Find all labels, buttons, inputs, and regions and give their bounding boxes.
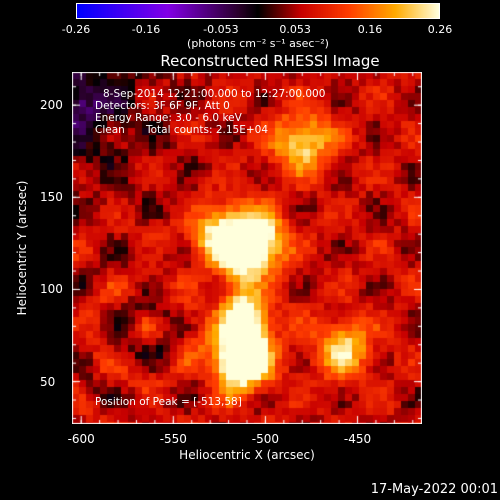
annotation-energy: Energy Range: 3.0 - 6.0 keV xyxy=(95,112,242,124)
colorbar-tick: -0.16 xyxy=(131,23,161,36)
annotation-time: 8-Sep-2014 12:21:00.000 to 12:27:00.000 xyxy=(103,88,326,100)
annotation-counts: Total counts: 2.15E+04 xyxy=(146,124,269,136)
colorbar-tick: -0.053 xyxy=(203,23,239,36)
colorbar-tick: 0.053 xyxy=(279,23,311,36)
footer-timestamp: 17-May-2022 00:01 xyxy=(370,482,498,497)
annotation-detectors: Detectors: 3F 6F 9F, Att 0 xyxy=(95,100,230,112)
annotation-peak: Position of Peak = [-513,58] xyxy=(95,396,242,408)
x-tick-label: -550 xyxy=(159,432,187,446)
x-axis-label: Heliocentric X (arcsec) xyxy=(179,448,315,462)
heatmap-image xyxy=(72,72,422,424)
colorbar-gradient xyxy=(77,4,439,18)
annotation-clean: Clean xyxy=(95,124,125,136)
y-tick-label: 100 xyxy=(40,282,63,297)
x-tick-label: -450 xyxy=(343,432,372,446)
colorbar-tick: -0.26 xyxy=(61,23,91,36)
colorbar-unit: (photons cm⁻² s⁻¹ asec⁻²) xyxy=(187,37,329,50)
y-tick-label: 200 xyxy=(40,98,63,113)
colorbar-tick: 0.26 xyxy=(427,23,453,36)
y-axis-label: Heliocentric Y (arcsec) xyxy=(15,180,29,316)
colorbar xyxy=(76,3,440,19)
y-tick-label: 50 xyxy=(40,374,56,389)
colorbar-tick: 0.16 xyxy=(357,23,383,36)
y-tick-label: 150 xyxy=(40,190,63,205)
x-tick-label: -600 xyxy=(67,432,95,446)
chart-title: Reconstructed RHESSI Image xyxy=(160,52,380,70)
x-tick-label: -500 xyxy=(251,432,280,446)
